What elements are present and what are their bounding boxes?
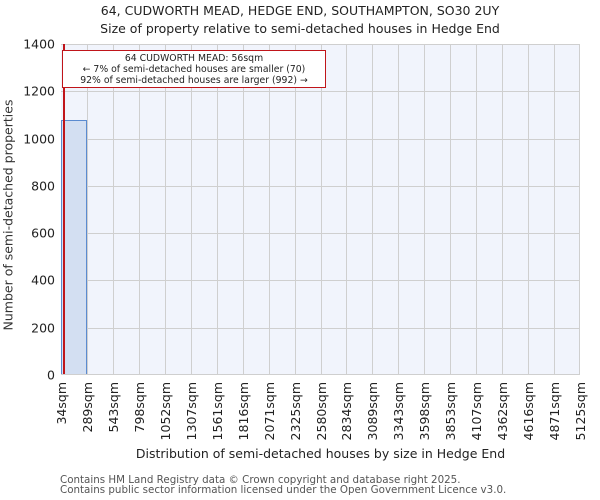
y-tick-label: 0 <box>47 367 55 383</box>
x-tick-label: 1307sqm <box>183 382 199 441</box>
x-tick-label: 5125sqm <box>573 382 588 441</box>
x-tick-label: 289sqm <box>79 382 95 433</box>
vertical-gridline <box>242 44 244 374</box>
annotation-box: 64 CUDWORTH MEAD: 56sqm ← 7% of semi-det… <box>62 50 326 88</box>
y-tick-label: 600 <box>31 225 55 241</box>
horizontal-gridline <box>61 138 579 140</box>
x-tick-label: 3089sqm <box>365 382 381 441</box>
horizontal-gridline <box>61 185 579 187</box>
annotation-smaller: ← 7% of semi-detached houses are smaller… <box>82 64 306 75</box>
y-tick-label: 800 <box>31 178 55 194</box>
x-axis-label: Distribution of semi-detached houses by … <box>135 446 506 461</box>
histogram-bar <box>61 120 87 374</box>
x-tick-label: 34sqm <box>54 382 69 425</box>
x-tick-label: 2580sqm <box>313 382 329 441</box>
property-marker-line <box>63 44 65 374</box>
x-tick-label: 4871sqm <box>547 382 563 441</box>
horizontal-gridline <box>61 280 579 282</box>
x-tick-label: 3853sqm <box>443 382 459 441</box>
vertical-gridline <box>190 44 192 374</box>
x-tick-label: 3598sqm <box>417 382 433 441</box>
vertical-gridline <box>216 44 218 374</box>
annotation-larger: 92% of semi-detached houses are larger (… <box>80 75 308 86</box>
vertical-gridline <box>346 44 348 374</box>
vertical-gridline <box>320 44 322 374</box>
y-tick-label: 1400 <box>23 36 55 52</box>
horizontal-gridline <box>61 233 579 235</box>
footer-copyright: Contains HM Land Registry data © Crown c… <box>60 474 461 486</box>
vertical-gridline <box>112 44 114 374</box>
x-tick-label: 4616sqm <box>521 382 537 441</box>
x-tick-label: 2071sqm <box>261 382 277 441</box>
vertical-gridline <box>294 44 296 374</box>
y-tick-label: 400 <box>31 272 55 288</box>
chart-title: 64, CUDWORTH MEAD, HEDGE END, SOUTHAMPTO… <box>100 3 500 18</box>
x-tick-label: 2834sqm <box>339 382 355 441</box>
x-tick-label: 1052sqm <box>157 382 173 441</box>
x-tick-label: 798sqm <box>131 382 147 433</box>
annotation-title: 64 CUDWORTH MEAD: 56sqm <box>124 53 264 64</box>
chart-subtitle: Size of property relative to semi-detach… <box>100 21 500 36</box>
x-tick-label: 3343sqm <box>391 382 407 441</box>
y-tick-label: 200 <box>31 320 55 336</box>
vertical-gridline <box>528 44 530 374</box>
y-tick-label: 1000 <box>23 131 55 147</box>
vertical-gridline <box>476 44 478 374</box>
horizontal-gridline <box>61 91 579 93</box>
horizontal-gridline <box>61 327 579 329</box>
plot-area: 64 CUDWORTH MEAD: 56sqm ← 7% of semi-det… <box>61 44 580 375</box>
x-tick-label: 543sqm <box>105 382 121 433</box>
vertical-gridline <box>398 44 400 374</box>
horizontal-gridline <box>61 44 579 45</box>
y-axis-label: Number of semi-detached properties <box>0 99 16 331</box>
vertical-gridline <box>502 44 504 374</box>
vertical-gridline <box>164 44 166 374</box>
x-tick-label: 1816sqm <box>235 382 251 441</box>
vertical-gridline <box>138 44 140 374</box>
x-tick-label: 4107sqm <box>469 382 485 441</box>
vertical-gridline <box>554 44 556 374</box>
vertical-gridline <box>268 44 270 374</box>
vertical-gridline <box>450 44 452 374</box>
vertical-gridline <box>86 44 88 374</box>
x-tick-label: 1561sqm <box>209 382 225 441</box>
x-tick-label: 4362sqm <box>495 382 511 441</box>
x-tick-label: 2325sqm <box>287 382 303 441</box>
footer-licence: Contains public sector information licen… <box>60 484 507 496</box>
y-tick-label: 1200 <box>23 83 55 99</box>
vertical-gridline <box>424 44 426 374</box>
vertical-gridline <box>372 44 374 374</box>
